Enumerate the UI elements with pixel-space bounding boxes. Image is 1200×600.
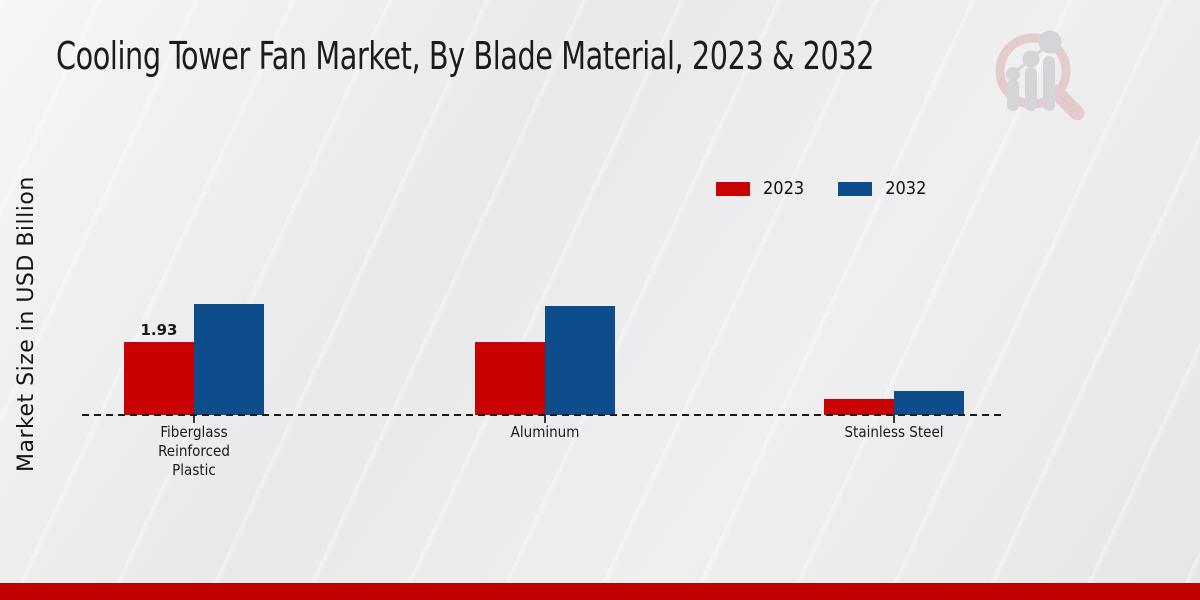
bar-2023-stainless-steel	[824, 398, 894, 415]
legend: 2023 2032	[716, 178, 926, 199]
legend-swatch-2032	[838, 181, 873, 196]
mrfr-logo-watermark-icon	[995, 30, 1085, 120]
x-tick-aluminum	[544, 415, 546, 423]
footer-accent-bar	[0, 583, 1200, 600]
x-tick-fiberglass-reinforced-plastic	[193, 415, 195, 423]
bar-2032-aluminum	[545, 306, 615, 415]
y-axis-label: Market Size in USD Billion	[14, 176, 39, 472]
category-label-fiberglass-reinforced-plastic: Fiberglass Reinforced Plastic	[158, 423, 230, 479]
legend-item-2032: 2032	[838, 178, 926, 199]
bar-2032-stainless-steel	[894, 390, 964, 415]
bar-2032-fiberglass-reinforced-plastic	[194, 304, 264, 415]
legend-label-2032: 2032	[885, 178, 927, 199]
x-axis-baseline	[82, 414, 1004, 416]
x-tick-stainless-steel	[893, 415, 895, 423]
bar-2023-fiberglass-reinforced-plastic	[124, 342, 194, 415]
legend-swatch-2023	[716, 181, 750, 196]
chart-title: Cooling Tower Fan Market, By Blade Mater…	[56, 34, 875, 78]
category-label-stainless-steel: Stainless Steel	[844, 423, 944, 441]
category-label-aluminum: Aluminum	[510, 423, 580, 441]
legend-label-2023: 2023	[763, 178, 805, 199]
bar-value-label-2023-fiberglass-reinforced-plastic: 1.93	[140, 321, 178, 340]
bar-2023-aluminum	[475, 342, 545, 415]
legend-item-2023: 2023	[716, 178, 804, 199]
